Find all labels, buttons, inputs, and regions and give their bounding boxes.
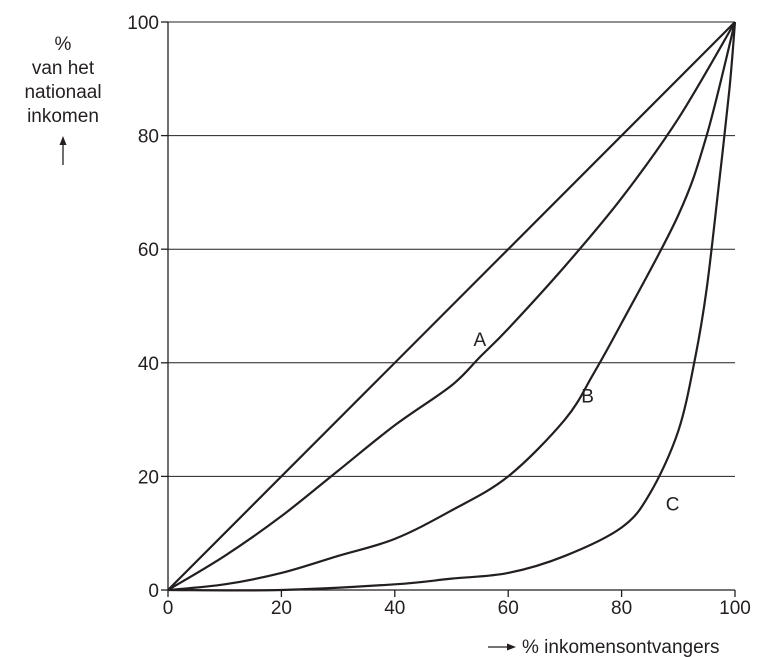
y-tick-label-0: 0 (148, 581, 159, 602)
y-axis-label-line-4: inkomen (27, 106, 99, 127)
y-axis-title: % van het nationaal inkomen (24, 34, 102, 165)
x-axis-label: % inkomensontvangers (522, 637, 720, 657)
y-axis-label-line-2: van het (32, 58, 95, 79)
tick-labels: 0 20 40 60 80 100 0 20 40 60 80 100 (127, 13, 751, 619)
lorenz-curve-a (167, 21, 736, 591)
lorenz-curve-c (167, 21, 737, 592)
y-axis-label-line-3: nationaal (24, 82, 101, 103)
x-tick-label-0: 0 (163, 598, 174, 619)
x-tick-label-100: 100 (719, 598, 751, 619)
right-arrow-icon (488, 643, 516, 651)
curve-label-a: A (474, 330, 487, 351)
curve-labels: A B C (474, 330, 680, 516)
x-tick-label-80: 80 (611, 598, 632, 619)
x-tick-label-40: 40 (384, 598, 405, 619)
y-tick-label-40: 40 (138, 354, 159, 375)
y-tick-label-60: 60 (138, 240, 159, 261)
x-tick-label-20: 20 (271, 598, 292, 619)
y-tick-label-100: 100 (127, 13, 159, 34)
series-curves (167, 21, 737, 592)
lorenz-curve-b (167, 21, 737, 592)
gridlines (168, 21, 735, 477)
curve-label-c: C (666, 494, 680, 515)
curve-label-b: B (581, 387, 594, 408)
x-axis-title: % inkomensontvangers (488, 637, 720, 657)
y-axis-label-line-1: % (55, 34, 72, 55)
x-tick-label-60: 60 (498, 598, 519, 619)
y-tick-label-80: 80 (138, 127, 159, 148)
y-tick-label-20: 20 (138, 467, 159, 488)
equality-line (167, 21, 736, 591)
up-arrow-icon (59, 136, 67, 165)
